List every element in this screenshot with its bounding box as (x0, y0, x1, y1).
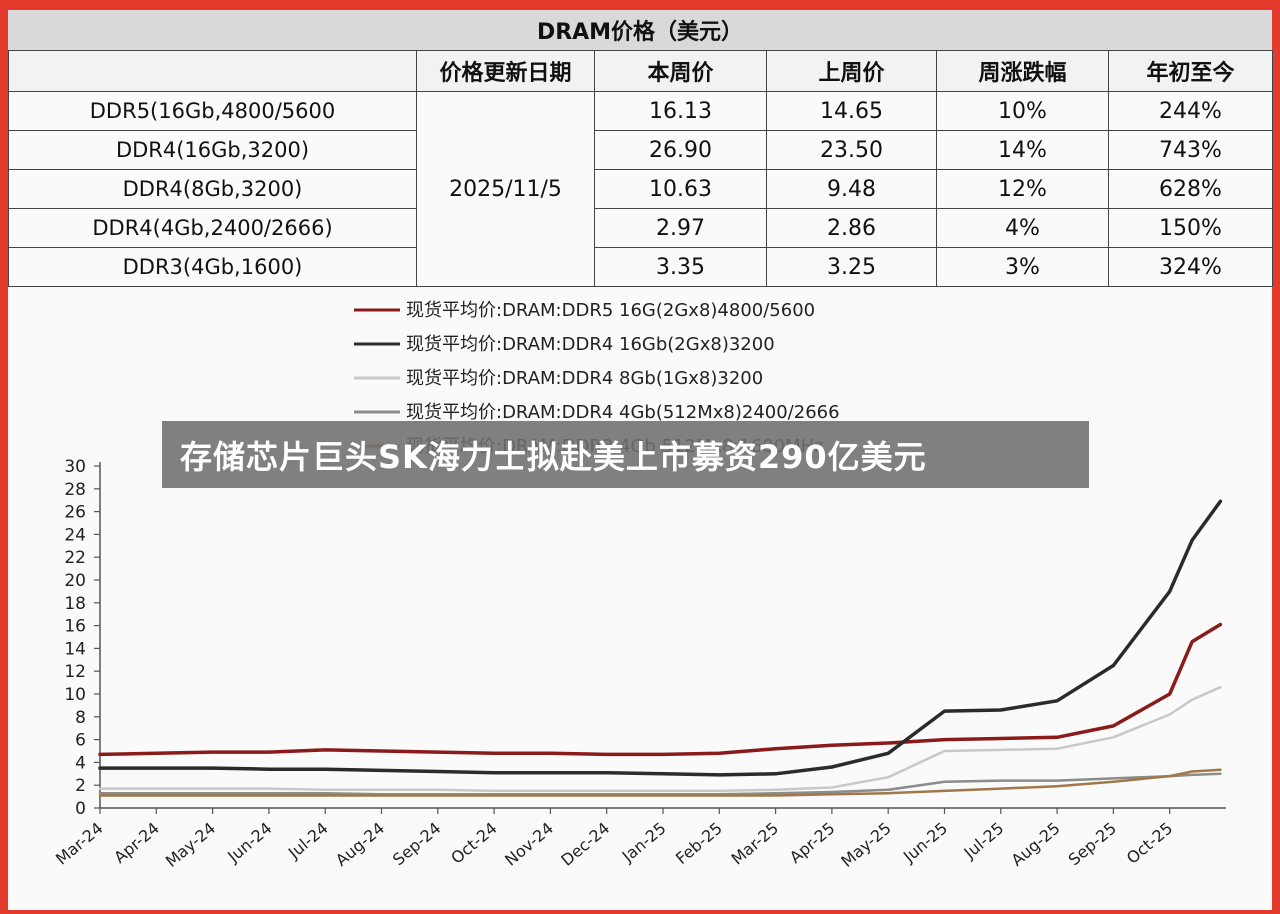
last-week-price: 23.50 (766, 130, 937, 170)
this-week-price: 26.90 (594, 130, 767, 170)
x-tick-label: Jul-25 (960, 819, 1008, 863)
last-week-price: 2.86 (766, 208, 937, 248)
ytd-change: 743% (1108, 130, 1273, 170)
legend-label: 现货平均价:DRAM:DDR4 8Gb(1Gx8)3200 (406, 368, 763, 389)
this-week-price: 16.13 (594, 91, 767, 131)
product-name: DDR4(4Gb,2400/2666) (8, 208, 417, 248)
header-product (8, 50, 417, 92)
header-update-date: 价格更新日期 (416, 50, 595, 92)
legend-label: 现货平均价:DRAM:DDR4 4Gb(512Mx8)2400/2666 (406, 402, 840, 423)
chart-area: 0 2 4 6 8 10 12 14 16 18 20 22 24 26 28 30 Mar-24 Apr-24 M… (8, 288, 1272, 910)
header-this-week: 本周价 (594, 50, 767, 92)
wow-change: 10% (936, 91, 1109, 131)
x-tick-label: May-24 (162, 819, 219, 871)
table-row: DDR4(8Gb,3200) 10.63 9.48 12% 628% (8, 169, 1273, 209)
x-tick-label: Jan-25 (618, 819, 670, 867)
x-tick-label: May-25 (837, 819, 894, 871)
x-tick-label: Sep-24 (389, 819, 444, 870)
x-tick-label: Apr-24 (110, 819, 163, 867)
product-name: DDR4(8Gb,3200) (8, 169, 417, 209)
table-row: DDR4(4Gb,2400/2666) 2.97 2.86 4% 150% (8, 208, 1273, 248)
x-tick-label: Jun-24 (223, 819, 275, 867)
series-line (98, 499, 1223, 777)
headline-banner[interactable]: 存储芯片巨头SK海力士拟赴美上市募资290亿美元 (162, 421, 1089, 488)
x-tick-label: Nov-24 (501, 819, 557, 870)
legend-label: 现货平均价:DRAM:DDR4 16Gb(2Gx8)3200 (406, 334, 775, 355)
x-tick-label: Dec-24 (557, 819, 613, 870)
y-tick-label: 16 (64, 617, 86, 637)
y-tick-label: 14 (64, 639, 86, 659)
x-tick-label: Apr-25 (786, 819, 839, 867)
y-tick-label: 8 (75, 708, 86, 728)
x-tick-label: Aug-24 (332, 819, 388, 870)
table-row: DDR5(16Gb,4800/5600 2025/11/5 16.13 14.6… (8, 91, 1273, 287)
this-week-price: 10.63 (594, 169, 767, 209)
y-tick-label: 20 (64, 571, 86, 591)
table-header-row: 价格更新日期 本周价 上周价 周涨跌幅 年初至今 (8, 50, 1273, 92)
ytd-change: 244% (1108, 91, 1273, 131)
header-ytd: 年初至今 (1108, 50, 1273, 92)
table-row: DDR4(16Gb,3200) 26.90 23.50 14% 743% (8, 130, 1273, 170)
y-tick-label: 28 (64, 480, 86, 500)
series-line (98, 622, 1223, 757)
x-tick-label: Oct-25 (1123, 819, 1176, 868)
y-tick-label: 12 (64, 662, 86, 682)
last-week-price: 14.65 (766, 91, 937, 131)
y-tick-label: 4 (75, 753, 86, 773)
ytd-change: 150% (1108, 208, 1273, 248)
x-tick-label: Mar-24 (52, 819, 107, 869)
y-tick-label: 22 (64, 548, 86, 568)
ytd-change: 628% (1108, 169, 1273, 209)
x-tick-label: Mar-25 (728, 819, 783, 869)
wow-change: 4% (936, 208, 1109, 248)
y-tick-label: 26 (64, 503, 86, 523)
y-tick-label: 2 (75, 776, 86, 796)
table-title: DRAM价格（美元） (8, 10, 1272, 50)
wow-change: 14% (936, 130, 1109, 170)
y-tick-label: 6 (75, 731, 86, 751)
x-tick-label: Oct-24 (447, 819, 500, 868)
table-row: DDR3(4Gb,1600) 3.35 3.25 3% 324% (8, 247, 1273, 287)
header-last-week: 上周价 (766, 50, 937, 92)
x-tick-label: Jul-24 (284, 819, 332, 863)
product-name: DDR3(4Gb,1600) (8, 247, 417, 287)
product-name: DDR4(16Gb,3200) (8, 130, 417, 170)
report-panel: DRAM价格（美元） 价格更新日期 本周价 上周价 周涨跌幅 年初至今 DDR5… (8, 10, 1273, 910)
legend-label: 现货平均价:DRAM:DDR5 16G(2Gx8)4800/5600 (406, 300, 815, 321)
last-week-price: 9.48 (766, 169, 937, 209)
dram-price-table: 价格更新日期 本周价 上周价 周涨跌幅 年初至今 DDR5(16Gb,4800/… (8, 50, 1273, 287)
y-tick-label: 10 (64, 685, 86, 705)
update-date: 2025/11/5 (416, 91, 595, 287)
y-tick-label: 24 (64, 525, 86, 545)
x-tick-label: Feb-25 (672, 819, 726, 869)
ytd-change: 324% (1108, 247, 1273, 287)
last-week-price: 3.25 (766, 247, 937, 287)
this-week-price: 2.97 (594, 208, 767, 248)
y-tick-label: 18 (64, 594, 86, 614)
wow-change: 12% (936, 169, 1109, 209)
x-tick-label: Sep-25 (1065, 819, 1120, 870)
series-line (98, 685, 1222, 793)
series-line (98, 768, 1222, 797)
x-tick-label: Jun-25 (899, 819, 951, 867)
header-wow-change: 周涨跌幅 (936, 50, 1109, 92)
y-tick-label: 30 (64, 457, 86, 477)
y-tick-label: 0 (75, 799, 86, 819)
product-name: DDR5(16Gb,4800/5600 (8, 91, 417, 131)
x-tick-label: Aug-25 (1008, 819, 1064, 870)
wow-change: 3% (936, 247, 1109, 287)
this-week-price: 3.35 (594, 247, 767, 287)
